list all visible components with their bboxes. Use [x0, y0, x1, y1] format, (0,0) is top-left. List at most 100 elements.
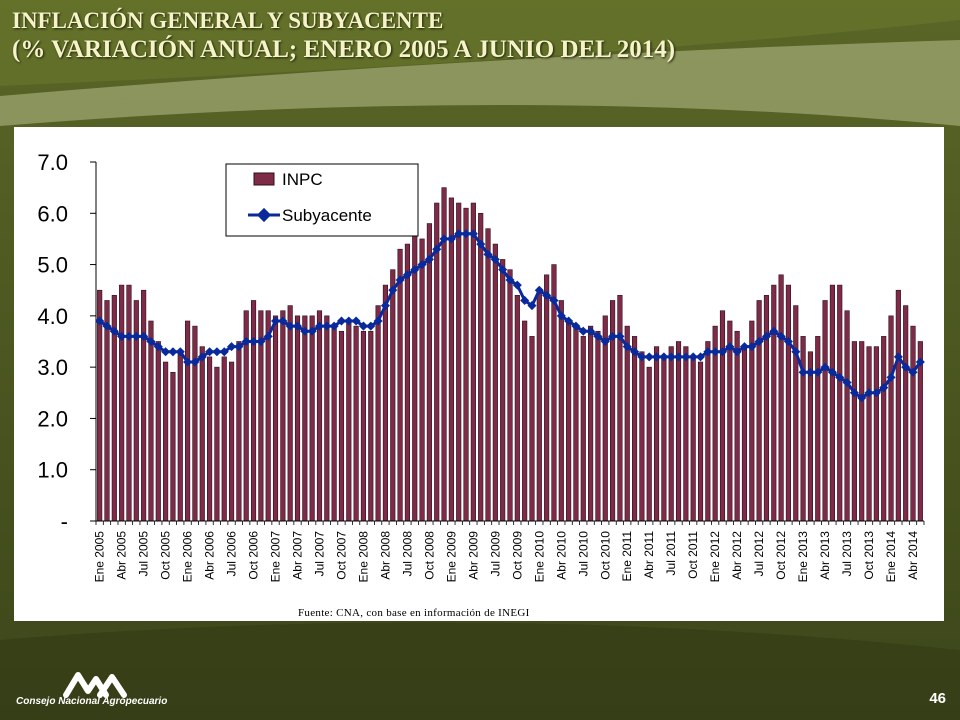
x-tick-label: Jul 2007 [313, 531, 327, 577]
inpc-bar [126, 284, 132, 522]
inpc-bar [302, 315, 308, 522]
inpc-bars [97, 187, 923, 522]
inpc-bar [338, 330, 345, 522]
subyacente-point [175, 347, 185, 357]
inpc-bar [624, 325, 630, 522]
inpc-bar [793, 305, 799, 522]
subyacente-point [564, 316, 574, 326]
inpc-bar [815, 336, 821, 522]
inpc-bar [522, 320, 528, 522]
inpc-bar [265, 310, 271, 522]
subyacente-point [578, 326, 588, 336]
subyacente-point [95, 316, 105, 326]
x-tick-label: Oct 2007 [335, 531, 349, 580]
slide-title-line2: (% VARIACIÓN ANUAL; ENERO 2005 A JUNIO D… [12, 36, 676, 63]
subyacente-point [761, 331, 772, 341]
inpc-bar [324, 315, 330, 522]
subyacente-point [512, 280, 522, 290]
inpc-bar [822, 300, 828, 522]
inpc-bar [881, 336, 887, 522]
inflation-chart: - 1.0 2.0 3.0 4.0 5.0 6.0 7.0 Ene 2005 Abr 2005 J… [37, 150, 925, 583]
inpc-bar [514, 295, 520, 522]
slide-title: INFLACIÓN GENERAL Y SUBYACENTE (% VARIAC… [12, 6, 675, 64]
x-tick-label: Oct 2009 [510, 531, 524, 580]
subyacente-point [798, 367, 808, 377]
subyacente-point [571, 321, 581, 331]
inpc-bar [807, 351, 813, 522]
inpc-bar [360, 330, 367, 522]
inpc-bar [675, 341, 682, 522]
inpc-bar [412, 233, 418, 522]
inpc-bar [316, 310, 323, 522]
subyacente-point [674, 352, 684, 362]
inpc-bar [558, 300, 564, 522]
inpc-bar [763, 295, 770, 522]
x-tick-label: Abr 2008 [378, 531, 392, 580]
inpc-bar [771, 284, 777, 522]
inpc-bar [214, 366, 220, 522]
x-tick-label: Ene 2010 [532, 531, 546, 583]
inpc-bar [705, 341, 711, 522]
x-tick-label: Oct 2012 [774, 531, 788, 580]
inpc-bar [448, 197, 454, 522]
inpc-bar [903, 305, 909, 522]
x-tick-label: Jul 2009 [488, 531, 502, 577]
source-note: Fuente: CNA, con base en información de … [298, 607, 530, 619]
inpc-bar [646, 366, 652, 522]
inpc-bar [756, 300, 762, 522]
inpc-bar [851, 341, 857, 522]
x-tick-label: Oct 2008 [422, 531, 436, 580]
inpc-bar [287, 305, 293, 522]
subyacente-point [263, 331, 273, 341]
inpc-bar [346, 320, 352, 522]
y-axis: - 1.0 2.0 3.0 4.0 5.0 6.0 7.0 [37, 150, 97, 534]
chart-panel: - 1.0 2.0 3.0 4.0 5.0 6.0 7.0 Ene 2005 Abr 2005 J… [14, 127, 944, 621]
x-tick-label: Oct 2013 [862, 531, 876, 580]
x-tick-label: Jul 2013 [840, 531, 854, 577]
subyacente-point [769, 326, 779, 336]
subyacente-point [351, 316, 361, 326]
inpc-bar [492, 243, 498, 522]
slide-title-line1: INFLACIÓN GENERAL Y SUBYACENTE [12, 8, 444, 33]
subyacente-point [556, 311, 566, 321]
subyacente-point [586, 326, 596, 336]
subyacente-point [183, 357, 193, 367]
inpc-bar [368, 330, 374, 522]
subyacente-point [278, 316, 288, 326]
x-tick-label: Ene 2006 [181, 531, 195, 583]
inpc-bar [741, 346, 748, 522]
y-tick-label: - [61, 509, 68, 534]
inpc-bar [228, 361, 235, 522]
legend-inpc-label: INPC [282, 170, 323, 189]
subyacente-point [615, 331, 625, 341]
subyacente-point [666, 352, 676, 362]
inpc-bar [719, 310, 726, 522]
inpc-bar [507, 269, 513, 522]
inpc-bar [185, 320, 191, 522]
subyacente-point [725, 342, 735, 352]
x-tick-label: Abr 2007 [291, 531, 305, 580]
subyacente-point [644, 352, 654, 362]
legend-subyacente-marker [256, 207, 272, 223]
inpc-bar [170, 371, 176, 522]
subyacente-point [446, 234, 456, 244]
inpc-bar [917, 341, 923, 522]
inpc-bar [588, 325, 594, 522]
subyacente-point [718, 347, 728, 357]
inpc-bar [566, 320, 572, 522]
inpc-bar [683, 346, 689, 522]
subyacente-point [476, 239, 486, 249]
x-tick-label: Jul 2012 [752, 531, 766, 577]
subyacente-point [813, 367, 823, 377]
inpc-bar [419, 238, 425, 522]
inpc-bar [866, 346, 872, 522]
inpc-bar [221, 356, 227, 522]
chart-legend: INPC Subyacente [225, 163, 419, 237]
inpc-bar [404, 243, 410, 522]
x-tick-label: Ene 2007 [269, 531, 283, 583]
brand-name: Consejo Nacional Agropecuario [16, 696, 168, 707]
x-tick-label: Abr 2011 [642, 531, 656, 579]
inpc-bar [426, 223, 432, 522]
inpc-bar [668, 346, 674, 522]
inpc-bar [207, 356, 213, 522]
